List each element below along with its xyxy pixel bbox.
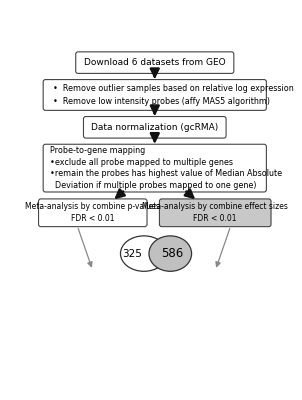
- Text: Download 6 datasets from GEO: Download 6 datasets from GEO: [84, 58, 226, 67]
- Text: Meta-analysis by combine effect sizes
FDR < 0.01: Meta-analysis by combine effect sizes FD…: [142, 202, 288, 223]
- Text: Probe-to-gene mapping
•exclude all probe mapped to multiple genes
•remain the pr: Probe-to-gene mapping •exclude all probe…: [50, 146, 282, 190]
- Text: 586: 586: [161, 247, 183, 260]
- Text: 325: 325: [122, 248, 142, 258]
- FancyBboxPatch shape: [43, 144, 266, 192]
- Text: •  Remove outlier samples based on relative log expression
•  Remove low intensi: • Remove outlier samples based on relati…: [53, 84, 294, 106]
- Ellipse shape: [120, 236, 167, 271]
- FancyBboxPatch shape: [43, 80, 266, 110]
- FancyBboxPatch shape: [83, 116, 226, 138]
- FancyBboxPatch shape: [39, 199, 147, 227]
- FancyBboxPatch shape: [159, 199, 271, 227]
- Text: Meta-analysis by combine p-values
FDR < 0.01: Meta-analysis by combine p-values FDR < …: [25, 202, 160, 223]
- Ellipse shape: [149, 236, 191, 271]
- FancyBboxPatch shape: [76, 52, 234, 74]
- Text: Data normalization (gcRMA): Data normalization (gcRMA): [91, 123, 218, 132]
